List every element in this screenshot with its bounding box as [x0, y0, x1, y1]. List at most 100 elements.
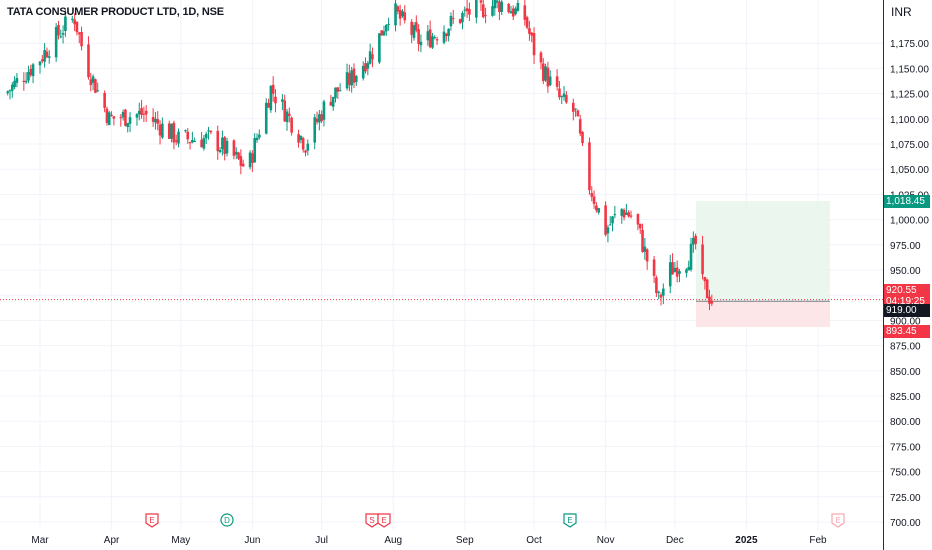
dividend-event-icon[interactable]: D	[220, 513, 234, 527]
candle-body	[366, 63, 370, 69]
price-tick-label: 1,150.00	[890, 64, 929, 75]
time-tick-label: Oct	[526, 535, 542, 546]
candle-body	[73, 19, 76, 25]
candle-body	[671, 262, 674, 275]
event-marker-shape	[831, 513, 845, 528]
candle-body	[299, 135, 303, 141]
candle-body	[692, 237, 695, 245]
candle-body	[481, 4, 485, 18]
candle-body	[59, 36, 63, 38]
symbol-title[interactable]: TATA CONSUMER PRODUCT LTD, 1D, NSE	[7, 6, 224, 18]
event-marker-shape	[145, 513, 159, 528]
current-price-value: 920.55	[886, 284, 917, 296]
time-tick-label: May	[171, 535, 190, 546]
candle-body	[705, 279, 709, 299]
candle-body	[475, 0, 478, 18]
earnings-event-icon[interactable]: E	[377, 513, 391, 528]
candle-body	[546, 67, 550, 87]
candle-body	[10, 84, 14, 91]
candle-body	[675, 267, 679, 277]
event-marker-letter: E	[567, 516, 572, 525]
event-marker-letter: S	[369, 516, 374, 525]
time-axis[interactable]: Mar Apr May Jun Jul Aug Sep Oct Nov Dec 2025 Feb	[31, 535, 827, 546]
entry-price-label: 919.00	[884, 304, 930, 318]
candle-body	[662, 288, 665, 296]
earnings-event-icon[interactable]: E	[145, 513, 159, 528]
candle-body	[588, 142, 591, 191]
candle-body	[47, 56, 51, 58]
candle-body	[239, 156, 243, 166]
candle-body	[22, 80, 26, 82]
target-zone[interactable]	[696, 201, 830, 302]
candle-body	[29, 68, 33, 76]
time-tick-label: Apr	[104, 535, 120, 546]
candle-body	[96, 90, 100, 92]
earnings-event-icon[interactable]: E	[563, 513, 577, 528]
candle-body	[336, 87, 340, 92]
event-marker-shape	[563, 513, 577, 528]
candle-body	[318, 114, 321, 123]
candle-body	[15, 78, 19, 83]
event-marker-letter: E	[149, 516, 154, 525]
candle-body	[248, 152, 252, 168]
candle-body	[61, 33, 65, 35]
candle-body	[338, 90, 342, 92]
currency-label[interactable]: INR	[891, 5, 912, 19]
candle-body	[604, 205, 607, 235]
candle-body	[193, 141, 196, 143]
earnings-event-icon[interactable]: E	[831, 513, 845, 528]
candle-body	[445, 33, 448, 37]
candle-body	[345, 72, 349, 89]
candle-body	[565, 95, 568, 103]
candle-body	[673, 268, 677, 272]
candle-body	[75, 21, 79, 33]
candle-body	[428, 29, 432, 48]
candle-body	[237, 152, 240, 159]
stop-zone[interactable]	[696, 301, 830, 328]
candle-body	[216, 130, 220, 152]
candle-body	[465, 8, 469, 12]
candle-body	[560, 96, 564, 98]
time-tick-label: Nov	[597, 535, 615, 546]
candle-body	[107, 112, 111, 126]
candle-body	[415, 22, 418, 31]
candle-body	[221, 137, 224, 150]
time-tick-label: Jun	[244, 535, 260, 546]
candle-body	[54, 27, 58, 58]
event-marker-shape	[220, 513, 234, 527]
candle-body	[655, 277, 658, 294]
candle-body	[528, 28, 531, 34]
candle-body	[479, 0, 483, 3]
candle-body	[641, 229, 644, 252]
candle-body	[119, 117, 123, 119]
candle-body	[371, 54, 374, 60]
candle-body	[516, 2, 520, 11]
candle-body	[431, 36, 434, 48]
stop-price-label: 893.45	[884, 325, 930, 339]
candle-body	[105, 108, 109, 123]
candle-body	[571, 102, 575, 112]
price-tick-label: 800.00	[890, 417, 921, 428]
event-marker-letter: E	[835, 516, 840, 525]
candle-body	[361, 66, 365, 79]
candle-body	[597, 208, 600, 213]
candle-body	[645, 249, 649, 262]
candle-body	[135, 114, 139, 118]
split-event-icon[interactable]: S	[365, 513, 379, 528]
price-tick-label: 875.00	[890, 342, 921, 353]
candle-body	[348, 72, 351, 85]
candle-body	[167, 123, 171, 139]
event-marker-shape	[377, 513, 391, 528]
candle-body	[708, 296, 711, 304]
candle-body	[140, 108, 143, 116]
candle-body	[251, 153, 254, 164]
candles	[6, 0, 714, 311]
candle-body	[576, 110, 580, 117]
candle-body	[530, 32, 534, 36]
candle-body	[264, 102, 268, 134]
candle-body	[652, 259, 656, 276]
candle-body	[643, 246, 647, 252]
candle-body	[694, 235, 697, 244]
price-tick-label: 1,100.00	[890, 115, 929, 126]
